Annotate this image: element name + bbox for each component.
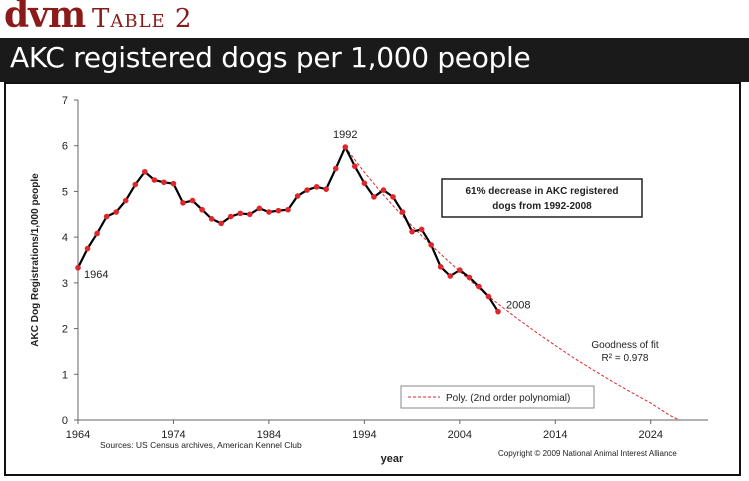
y-axis-label: AKC Dog Registrations/1,000 people: [30, 173, 41, 347]
table-label: Table 2: [92, 4, 193, 34]
data-point: [466, 274, 473, 281]
data-point: [103, 213, 110, 220]
data-point: [409, 228, 415, 235]
data-point: [161, 179, 167, 186]
data-point: [380, 187, 387, 193]
y-tick-label: 2: [62, 324, 68, 336]
data-point: [247, 211, 253, 218]
data-point: [275, 207, 282, 214]
legend-label: Poly. (2nd order polynomial): [446, 393, 570, 404]
data-point: [352, 163, 358, 170]
data-point: [75, 264, 81, 271]
data-point: [371, 194, 377, 200]
end-year-label: 2008: [506, 300, 530, 312]
callout-text-line2: dogs from 1992-2008: [492, 201, 592, 212]
data-point: [227, 213, 234, 220]
x-tick-label: 2014: [543, 429, 567, 441]
x-tick-label: 1964: [66, 429, 90, 441]
y-tick-label: 0: [62, 415, 68, 427]
x-tick-label: 1994: [352, 429, 376, 441]
data-point: [218, 220, 224, 227]
y-tick-label: 1: [62, 369, 68, 381]
data-point: [457, 267, 463, 273]
data-point: [332, 165, 339, 172]
data-point: [237, 210, 244, 217]
x-axis-label: year: [381, 453, 404, 465]
brand-logo: dvm: [4, 0, 86, 36]
data-point: [84, 245, 91, 252]
data-point: [266, 209, 272, 215]
data-point: [256, 205, 263, 212]
data-point: [485, 293, 492, 300]
data-point: [361, 180, 368, 186]
peak-year-label: 1992: [333, 129, 357, 141]
data-point: [437, 264, 444, 270]
data-point: [94, 230, 100, 237]
x-tick-label: 2004: [448, 429, 472, 441]
fit-value: R² = 0.978: [602, 353, 649, 364]
data-point: [304, 187, 310, 193]
data-point: [285, 206, 291, 213]
chart-title: AKC registered dogs per 1,000 people: [10, 41, 531, 74]
x-tick-label: 1974: [161, 429, 185, 441]
y-tick-label: 6: [62, 141, 68, 153]
y-tick-label: 3: [62, 278, 68, 290]
data-point: [142, 168, 148, 175]
x-tick-label: 2024: [638, 429, 662, 441]
data-point: [495, 308, 501, 315]
y-tick-label: 4: [62, 232, 68, 244]
sources-note: Sources: US Census archives, American Ke…: [100, 440, 302, 450]
data-point: [418, 226, 425, 233]
fit-label: Goodness of fit: [591, 340, 658, 351]
data-point: [476, 283, 482, 290]
data-point: [323, 186, 329, 192]
y-tick-label: 5: [62, 186, 68, 198]
y-tick-label: 7: [62, 95, 68, 107]
data-point: [199, 206, 205, 213]
data-line: [77, 144, 499, 313]
data-point: [428, 242, 434, 248]
data-point: [208, 216, 215, 222]
data-point: [180, 200, 186, 206]
callout-text-line1: 61% decrease in AKC registered: [465, 186, 618, 197]
data-point: [170, 180, 177, 187]
x-tick-label: 1984: [257, 429, 281, 441]
trend-line: [344, 146, 680, 421]
data-point: [342, 144, 349, 150]
callout-box: [441, 178, 643, 218]
chart-frame: [4, 82, 741, 476]
data-point: [390, 194, 396, 200]
data-point: [447, 273, 454, 279]
data-point: [113, 209, 119, 215]
data-point: [151, 177, 158, 183]
data-point: [399, 209, 406, 215]
legend-box: [400, 385, 595, 409]
data-point: [313, 184, 320, 190]
data-point: [122, 197, 129, 204]
data-point: [189, 197, 196, 204]
data-point: [132, 181, 139, 188]
data-point: [294, 193, 301, 199]
title-bar: AKC registered dogs per 1,000 people: [0, 38, 749, 82]
start-year-label: 1964: [84, 269, 108, 281]
copyright-note: Copyright © 2009 National Animal Interes…: [498, 449, 677, 458]
